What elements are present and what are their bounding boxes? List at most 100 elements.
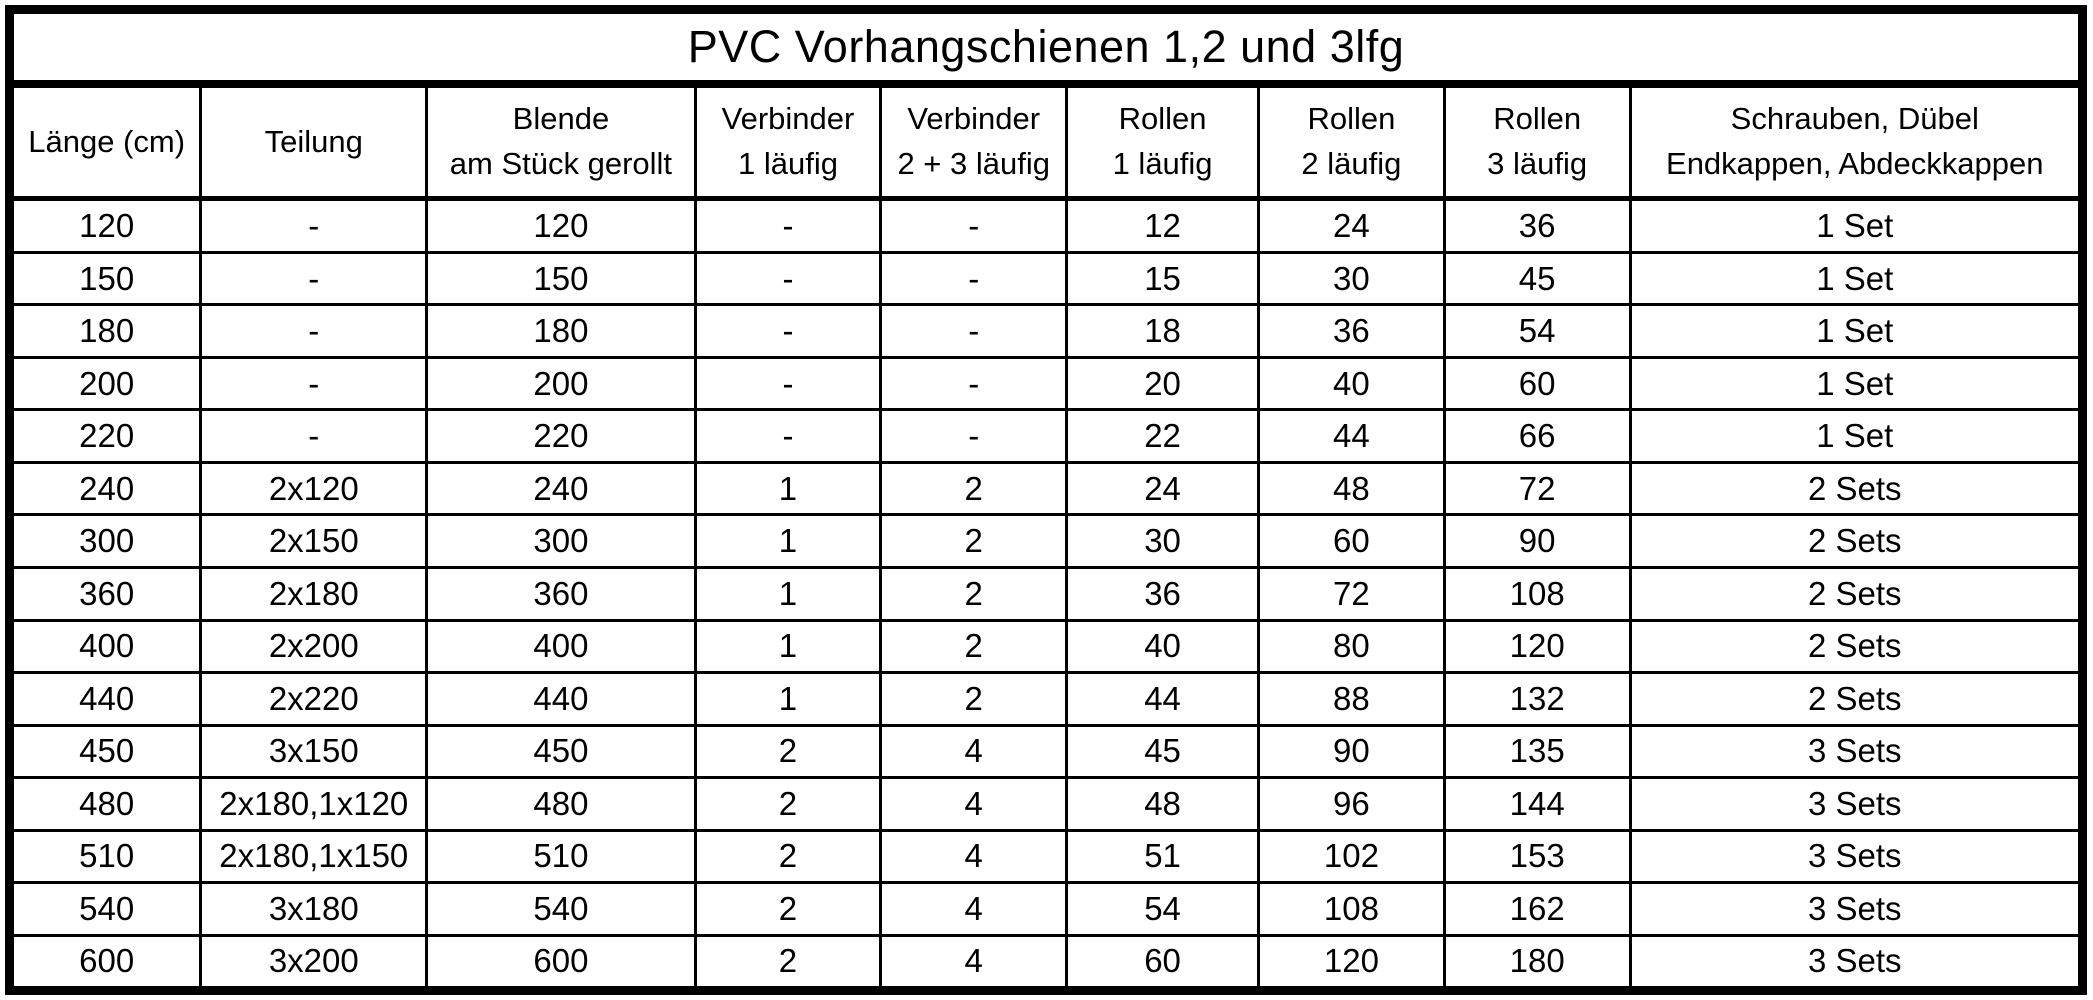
table-cell: - [879, 197, 1069, 254]
table-cell: 440 [14, 671, 203, 727]
table-cell: 2 [693, 776, 883, 832]
table-cell: 180 [14, 303, 203, 359]
table-cell: 54 [1442, 303, 1632, 359]
table-row: 150-150- -15 30 45 1 Set [14, 250, 2078, 307]
table-cell: - [693, 197, 883, 254]
column-header: Blende am Stück gerollt [425, 88, 697, 201]
column-header: Rollen 2 läufig [1257, 88, 1446, 201]
table-cell: - [199, 408, 429, 464]
table-cell: 360 [14, 566, 203, 622]
table-cell: - [693, 250, 883, 307]
table-row: 440 2x220 440 1 2 44 88 132 2 Sets [14, 671, 2078, 727]
table-row: 220-220- -22 44 66 1 Set [14, 408, 2078, 464]
table-cell: 300 [425, 513, 697, 569]
table-row: 510 2x180,1x150 510 2 4 51 102 153 3 Sets [14, 828, 2078, 885]
column-header-line: Verbinder [907, 101, 1041, 137]
table-cell: - [199, 250, 429, 307]
table-cell: - [879, 355, 1069, 412]
column-header-line: 1 läufig [1112, 146, 1213, 181]
product-table: Länge (cm) Teilung Blende am Stück gerollt V… [14, 88, 2078, 986]
table-cell: 2x180,1x120 [199, 776, 429, 832]
table-cell: 220 [14, 408, 203, 464]
column-header-line: Blende [512, 101, 610, 137]
table-title: PVC Vorhangschienen 1,2 und 3lfg [14, 14, 2078, 88]
table-cell: 45 [1065, 723, 1261, 780]
table-cell: 2 Sets [1628, 618, 2078, 675]
table-row: 180-180- -18 36 54 1 Set [14, 303, 2078, 359]
table-cell: 36 [1442, 197, 1632, 254]
table-cell: 450 [14, 723, 203, 780]
table-row: 400 2x200 400 1 2 40 80 120 2 Sets [14, 618, 2078, 675]
column-header: Rollen 1 läufig [1065, 88, 1261, 201]
table-cell: 102 [1257, 828, 1446, 885]
table-cell: 1 Set [1628, 250, 2078, 307]
table-cell: 1 Set [1628, 408, 2078, 464]
table-cell: 40 [1257, 355, 1446, 412]
table-cell: 2 [693, 933, 883, 986]
table-cell: - [879, 408, 1069, 464]
table-cell: 44 [1257, 408, 1446, 464]
table-header: Länge (cm) Teilung Blende am Stück gerollt V… [14, 88, 2078, 201]
table-row: 480 2x180,1x120 480 2 4 48 96 144 3 Sets [14, 776, 2078, 832]
table-cell: 153 [1442, 828, 1632, 885]
table-cell: 18 [1065, 303, 1261, 359]
table-cell: 3 Sets [1628, 723, 2078, 780]
column-header: Teilung [199, 88, 429, 201]
table-cell: 72 [1257, 566, 1446, 622]
table-cell: 510 [14, 828, 203, 885]
table-cell: 96 [1257, 776, 1446, 832]
column-header-line: 1 läufig [737, 146, 838, 181]
table-cell: 400 [14, 618, 203, 675]
table-cell: 88 [1257, 671, 1446, 727]
table-cell: 15 [1065, 250, 1261, 307]
table-cell: 30 [1065, 513, 1261, 569]
table-cell: 3x150 [199, 723, 429, 780]
table-cell: 90 [1442, 513, 1632, 569]
table-row: 540 3x180 540 2 4 54 108 162 3 Sets [14, 881, 2078, 937]
table-cell: 120 [1257, 933, 1446, 986]
table-cell: 4 [879, 933, 1069, 986]
column-header: Rollen 3 läufig [1442, 88, 1632, 201]
table-cell: 51 [1065, 828, 1261, 885]
table-cell: 3 Sets [1628, 776, 2078, 832]
column-header-line: 2 läufig [1301, 146, 1402, 181]
table-row: 300 2x150 300 1 2 30 60 90 2 Sets [14, 513, 2078, 569]
table-cell: 2x180,1x150 [199, 828, 429, 885]
table-cell: 2x200 [199, 618, 429, 675]
table-cell: 1 Set [1628, 355, 2078, 412]
table-cell: 30 [1257, 250, 1446, 307]
table-frame: PVC Vorhangschienen 1,2 und 3lfg Länge (… [5, 5, 2087, 995]
table-cell: - [693, 355, 883, 412]
column-header-line: Verbinder [721, 101, 855, 137]
header-row: Länge (cm) Teilung Blende am Stück gerollt V… [14, 88, 2078, 201]
table-cell: 200 [14, 355, 203, 412]
table-cell: 36 [1065, 566, 1261, 622]
table-cell: 2 [693, 828, 883, 885]
table-cell: 2 [879, 671, 1069, 727]
table-cell: 540 [14, 881, 203, 937]
table-cell: 2 [693, 723, 883, 780]
table-row: 240 2x120 240 1 2 24 48 72 2 Sets [14, 460, 2078, 517]
column-header-line: Rollen [1118, 101, 1207, 137]
table-body: 120-120- -12 24 36 1 Set 150-150- -15 30 45 1 Set… [14, 197, 2078, 986]
table-row: 450 3x150 450 2 4 45 90 135 3 Sets [14, 723, 2078, 780]
column-header-line: Teilung [264, 123, 363, 159]
column-header: Verbinder 2 + 3 läufig [879, 88, 1069, 201]
table-cell: - [693, 408, 883, 464]
table-cell: 4 [879, 776, 1069, 832]
table-cell: - [199, 303, 429, 359]
table-cell: 60 [1442, 355, 1632, 412]
table-cell: 600 [425, 933, 697, 986]
table-cell: 3 Sets [1628, 933, 2078, 986]
table-cell: 12 [1065, 197, 1261, 254]
column-header-line: 3 läufig [1487, 146, 1588, 181]
column-header-line: Schrauben, Dübel [1730, 101, 1979, 137]
table-cell: 2 Sets [1628, 566, 2078, 622]
table-cell: 2x120 [199, 460, 429, 517]
column-header: Verbinder 1 läufig [693, 88, 883, 201]
table-cell: 440 [425, 671, 697, 727]
table-cell: 2 [879, 618, 1069, 675]
table-cell: 480 [14, 776, 203, 832]
table-cell: - [879, 250, 1069, 307]
table-cell: 80 [1257, 618, 1446, 675]
